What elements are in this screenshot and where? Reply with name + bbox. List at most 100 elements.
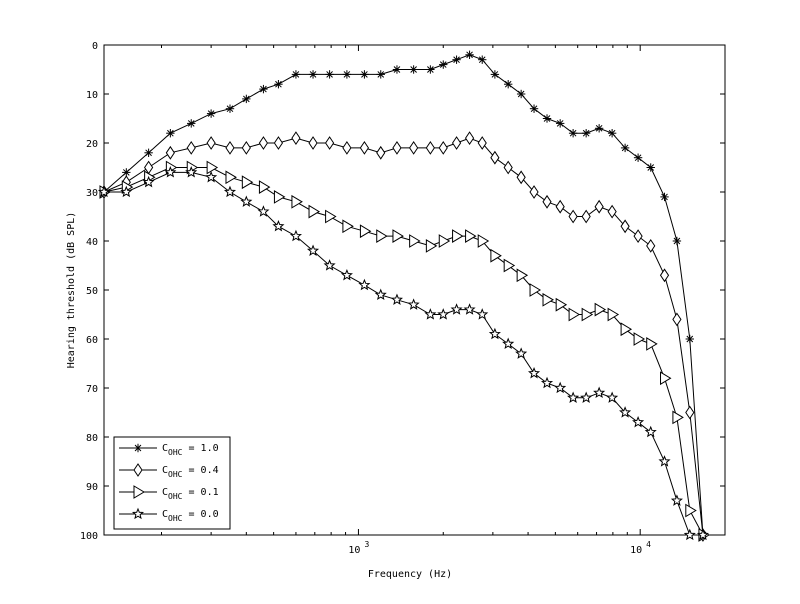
- y-tick-label: 100: [80, 531, 98, 542]
- y-tick-label: 60: [86, 335, 98, 346]
- data-point-diamond: [620, 219, 630, 234]
- data-point-diamond: [490, 150, 500, 165]
- legend-symbol: C: [162, 465, 168, 476]
- legend-entry-label: COHC = 0.1: [162, 487, 219, 501]
- data-point-triangle: [376, 229, 388, 243]
- data-point-asterisk: [581, 129, 591, 138]
- data-point-asterisk: [490, 70, 500, 79]
- data-point-diamond: [607, 204, 617, 219]
- data-point-star: [390, 293, 403, 305]
- data-point-triangle: [409, 234, 421, 248]
- data-point-diamond: [594, 199, 604, 214]
- data-point-asterisk: [594, 124, 604, 133]
- data-point-star: [463, 303, 476, 315]
- data-point-asterisk: [439, 60, 448, 69]
- data-point-star: [632, 415, 645, 428]
- data-point-asterisk: [660, 192, 669, 202]
- data-point-triangle: [503, 258, 516, 273]
- data-point-star: [502, 337, 515, 350]
- data-point-star: [272, 219, 285, 232]
- data-point-diamond: [425, 140, 435, 155]
- data-point-triangle: [542, 292, 554, 307]
- data-point-asterisk: [308, 70, 318, 79]
- data-point-asterisk: [409, 65, 418, 74]
- data-point-triangle: [490, 248, 502, 263]
- data-point-diamond: [291, 131, 301, 146]
- data-point-star: [185, 166, 198, 178]
- data-point-star: [340, 268, 353, 281]
- x-tick-label-base: 10: [630, 545, 642, 556]
- data-point-triangle: [477, 234, 490, 248]
- data-point-star: [120, 185, 133, 198]
- data-point-asterisk: [478, 55, 487, 64]
- data-point-diamond: [516, 170, 526, 185]
- data-point-diamond: [555, 199, 565, 214]
- data-point-triangle: [581, 307, 594, 322]
- data-point-star: [437, 308, 450, 320]
- data-point-asterisk: [259, 84, 268, 94]
- legend-entry-label: COHC = 0.0: [162, 509, 219, 523]
- y-tick-label: 10: [86, 90, 98, 101]
- data-point-triangle: [425, 239, 438, 253]
- data-point-triangle: [685, 503, 697, 518]
- data-point-diamond: [659, 268, 670, 283]
- data-point-asterisk: [452, 55, 461, 64]
- data-point-triangle: [359, 224, 372, 239]
- data-point-diamond: [359, 140, 370, 155]
- data-point-star: [240, 195, 253, 207]
- data-point-asterisk: [360, 70, 369, 79]
- data-point-triangle: [291, 194, 303, 209]
- data-point-triangle: [660, 371, 672, 386]
- data-point-triangle: [516, 268, 529, 283]
- data-point-star: [670, 494, 683, 506]
- data-point-asterisk: [133, 443, 143, 453]
- data-point-diamond: [342, 140, 352, 155]
- data-point-asterisk: [568, 129, 578, 138]
- data-point-diamond: [324, 136, 335, 150]
- legend-subscript: OHC: [168, 514, 183, 523]
- data-point-triangle: [620, 322, 633, 337]
- data-point-star: [257, 205, 270, 217]
- data-point-diamond: [186, 140, 196, 155]
- data-point-triangle: [529, 283, 542, 297]
- data-point-star: [374, 288, 387, 301]
- data-point-triangle: [465, 229, 477, 243]
- data-point-star: [644, 425, 657, 438]
- data-point-star: [580, 391, 593, 403]
- data-point-triangle: [133, 485, 145, 499]
- data-point-star: [407, 298, 420, 310]
- data-point-diamond: [438, 140, 448, 155]
- legend-symbol: C: [162, 509, 168, 520]
- data-point-asterisk: [225, 104, 235, 113]
- data-point-diamond: [529, 185, 539, 199]
- data-point-star: [307, 244, 320, 256]
- series-line: [103, 137, 704, 536]
- x-tick-label-exponent: 4: [646, 540, 651, 549]
- data-point-triangle: [555, 297, 568, 312]
- data-point-triangle: [568, 307, 581, 322]
- data-point-diamond: [568, 209, 578, 224]
- legend-subscript: OHC: [168, 470, 183, 479]
- data-point-triangle: [607, 307, 620, 322]
- data-point-asterisk: [242, 94, 251, 104]
- legend-value: = 0.4: [182, 465, 218, 476]
- legend-value: = 0.0: [182, 509, 218, 520]
- data-point-asterisk: [144, 148, 153, 157]
- data-point-star: [450, 303, 463, 315]
- x-tick-label-base: 10: [348, 545, 360, 556]
- data-point-diamond: [542, 194, 552, 209]
- data-point-diamond: [464, 131, 475, 146]
- data-point-diamond: [646, 238, 656, 253]
- data-point-star: [540, 376, 554, 389]
- x-axis-label: Frequency (Hz): [368, 569, 452, 580]
- data-point-star: [619, 406, 632, 418]
- data-point-asterisk: [325, 70, 334, 79]
- data-point-star: [606, 391, 619, 403]
- data-point-triangle: [646, 337, 658, 351]
- data-point-diamond: [133, 463, 143, 477]
- legend-value: = 0.1: [182, 487, 218, 498]
- data-point-asterisk: [542, 114, 552, 123]
- y-tick-label: 90: [86, 482, 98, 493]
